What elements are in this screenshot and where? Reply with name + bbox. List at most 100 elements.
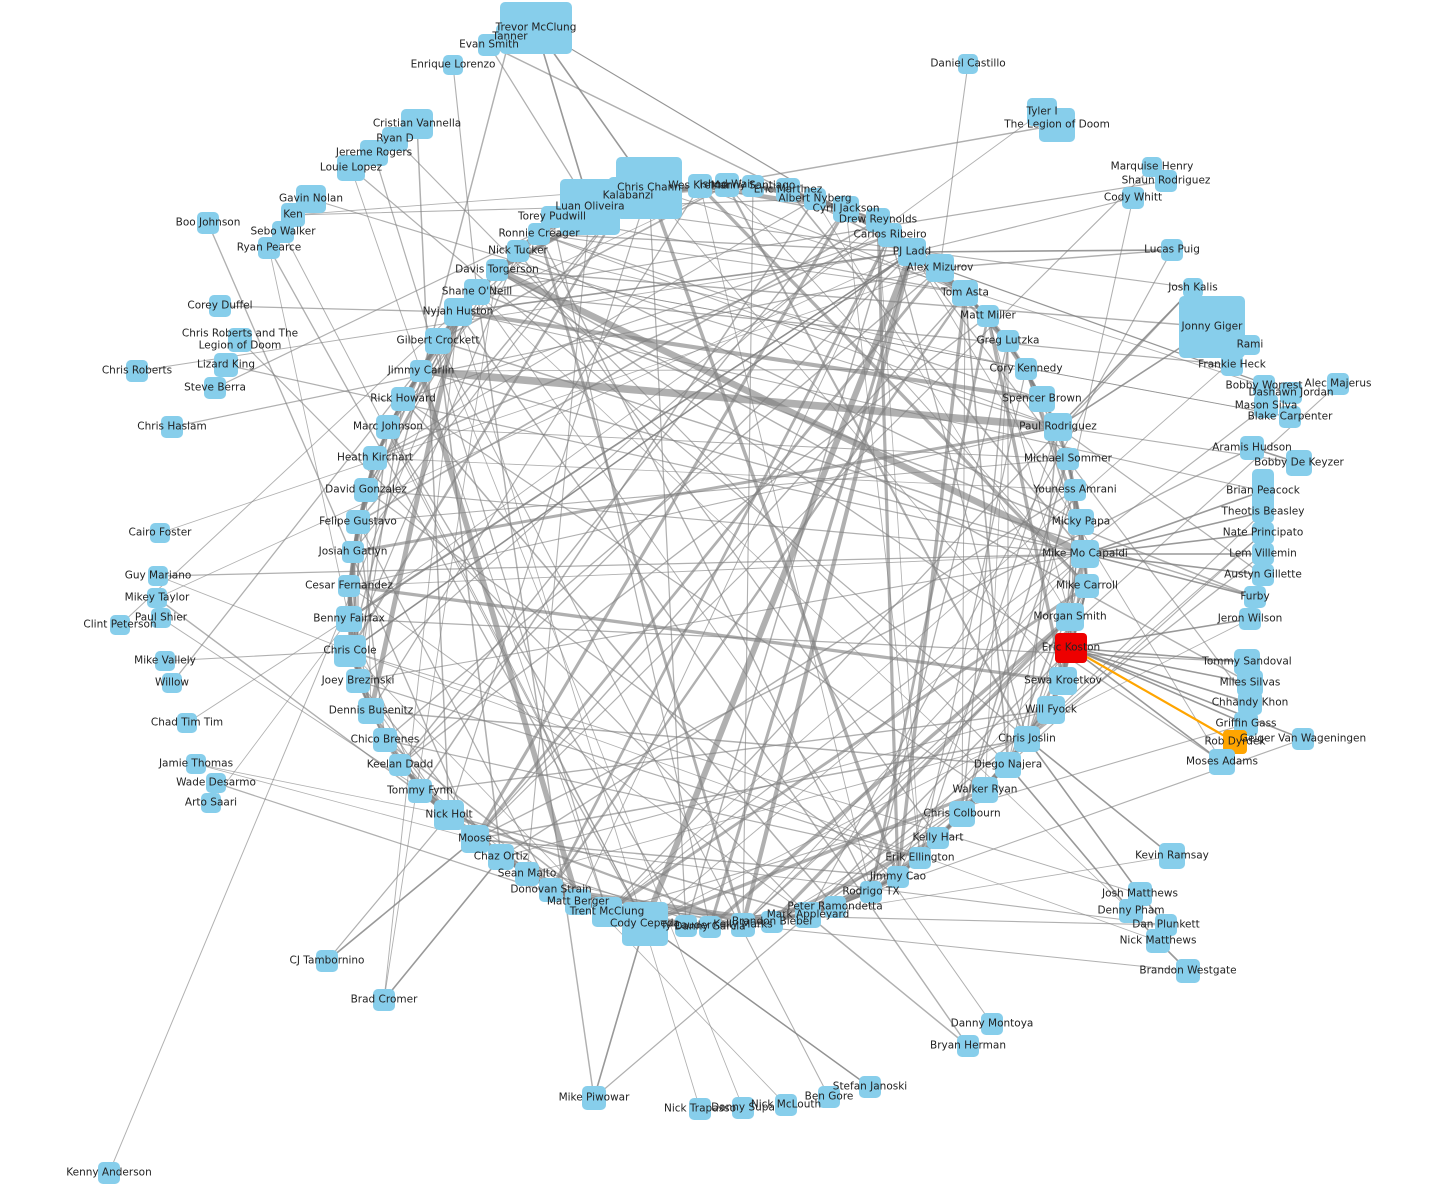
graph-node[interactable] [373, 728, 397, 752]
graph-node[interactable] [1122, 187, 1144, 209]
graph-node[interactable] [408, 779, 432, 803]
graph-node[interactable] [358, 698, 384, 724]
graph-node[interactable] [177, 713, 197, 733]
graph-node[interactable] [1252, 543, 1274, 565]
graph-node[interactable] [1119, 899, 1143, 923]
graph-node[interactable] [98, 1162, 120, 1184]
graph-node[interactable] [997, 330, 1019, 352]
graph-node[interactable] [952, 280, 978, 306]
graph-node[interactable] [833, 196, 859, 222]
graph-node[interactable] [565, 889, 591, 915]
graph-node[interactable] [1071, 540, 1099, 568]
graph-node[interactable] [995, 752, 1021, 778]
graph-node[interactable] [488, 844, 514, 870]
graph-node[interactable] [1252, 564, 1274, 586]
graph-node[interactable] [1183, 278, 1203, 298]
graph-node[interactable] [909, 847, 931, 869]
graph-node[interactable] [1057, 448, 1079, 470]
graph-node[interactable] [1252, 522, 1274, 544]
graph-node[interactable] [1279, 406, 1301, 428]
graph-node[interactable] [981, 1013, 1003, 1035]
graph-node[interactable] [496, 24, 524, 50]
graph-node[interactable] [1064, 479, 1086, 501]
graph-node[interactable] [443, 55, 463, 75]
graph-node[interactable] [732, 1097, 754, 1119]
graph-node[interactable] [155, 651, 175, 671]
graph-node[interactable] [373, 989, 395, 1011]
graph-node[interactable] [110, 615, 130, 635]
graph-node[interactable] [528, 223, 550, 245]
graph-node[interactable] [336, 606, 362, 632]
graph-node[interactable] [507, 240, 529, 262]
graph-node[interactable] [1286, 450, 1312, 476]
graph-node[interactable] [376, 415, 400, 439]
graph-node[interactable] [434, 800, 464, 830]
graph-node[interactable] [1253, 375, 1275, 397]
graph-node[interactable] [1240, 335, 1260, 355]
graph-node[interactable] [209, 295, 231, 317]
graph-node[interactable] [1176, 959, 1200, 983]
graph-node[interactable] [1280, 382, 1302, 404]
graph-node[interactable] [731, 913, 755, 937]
graph-node[interactable] [316, 950, 338, 972]
graph-node[interactable] [860, 881, 882, 903]
graph-node[interactable] [715, 173, 739, 197]
graph-node[interactable] [1209, 749, 1235, 775]
graph-node[interactable] [150, 523, 170, 543]
graph-node[interactable] [346, 510, 370, 534]
graph-node[interactable] [818, 1086, 840, 1108]
graph-node[interactable] [201, 793, 221, 813]
graph-node[interactable] [1252, 501, 1274, 523]
graph-node[interactable] [1254, 394, 1278, 418]
graph-node[interactable] [804, 188, 826, 210]
graph-node[interactable] [958, 54, 978, 74]
graph-node[interactable] [1238, 691, 1262, 715]
graph-node[interactable] [1240, 436, 1264, 460]
graph-node[interactable] [1029, 386, 1055, 412]
graph-node[interactable] [949, 801, 975, 827]
graph-node[interactable] [608, 177, 648, 215]
graph-node[interactable] [425, 328, 451, 354]
graph-node[interactable] [1161, 239, 1183, 261]
graph-node[interactable] [1044, 413, 1072, 441]
graph-node[interactable] [1056, 603, 1084, 631]
graph-node[interactable] [926, 254, 954, 282]
graph-node[interactable] [444, 298, 472, 326]
graph-node[interactable] [1075, 574, 1099, 598]
graph-node[interactable] [592, 897, 622, 927]
graph-node[interactable] [675, 915, 697, 937]
graph-node[interactable] [147, 588, 167, 608]
graph-node[interactable] [927, 827, 949, 849]
graph-node[interactable] [898, 238, 926, 266]
graph-node[interactable] [1146, 929, 1170, 953]
graph-node[interactable] [539, 878, 563, 902]
graph-node[interactable] [972, 777, 998, 803]
graph-node[interactable] [478, 34, 500, 56]
graph-node[interactable] [1155, 170, 1177, 192]
graph-node[interactable] [1292, 728, 1314, 750]
graph-node[interactable] [186, 754, 206, 774]
graph-node[interactable] [410, 360, 432, 382]
graph-node[interactable] [126, 360, 148, 382]
graph-node[interactable] [337, 155, 365, 181]
graph-node[interactable] [1221, 354, 1243, 376]
graph-node[interactable] [1055, 633, 1087, 663]
graph-node[interactable] [1014, 726, 1040, 752]
graph-node[interactable] [1037, 696, 1065, 724]
graph-node[interactable] [148, 566, 168, 586]
graph-node[interactable] [699, 916, 721, 938]
graph-node[interactable] [824, 896, 846, 918]
graph-node[interactable] [1068, 509, 1094, 535]
graph-node[interactable] [258, 237, 280, 259]
graph-node[interactable] [688, 174, 712, 198]
graph-node[interactable] [162, 673, 182, 693]
graph-node[interactable] [1049, 667, 1077, 695]
graph-node[interactable] [334, 635, 366, 667]
graph-node[interactable] [622, 902, 668, 946]
graph-node[interactable] [354, 478, 378, 502]
graph-node[interactable] [342, 541, 364, 563]
graph-node[interactable] [761, 911, 783, 933]
graph-node[interactable] [391, 387, 415, 411]
graph-node[interactable] [859, 1076, 881, 1098]
graph-node[interactable] [1179, 296, 1245, 358]
